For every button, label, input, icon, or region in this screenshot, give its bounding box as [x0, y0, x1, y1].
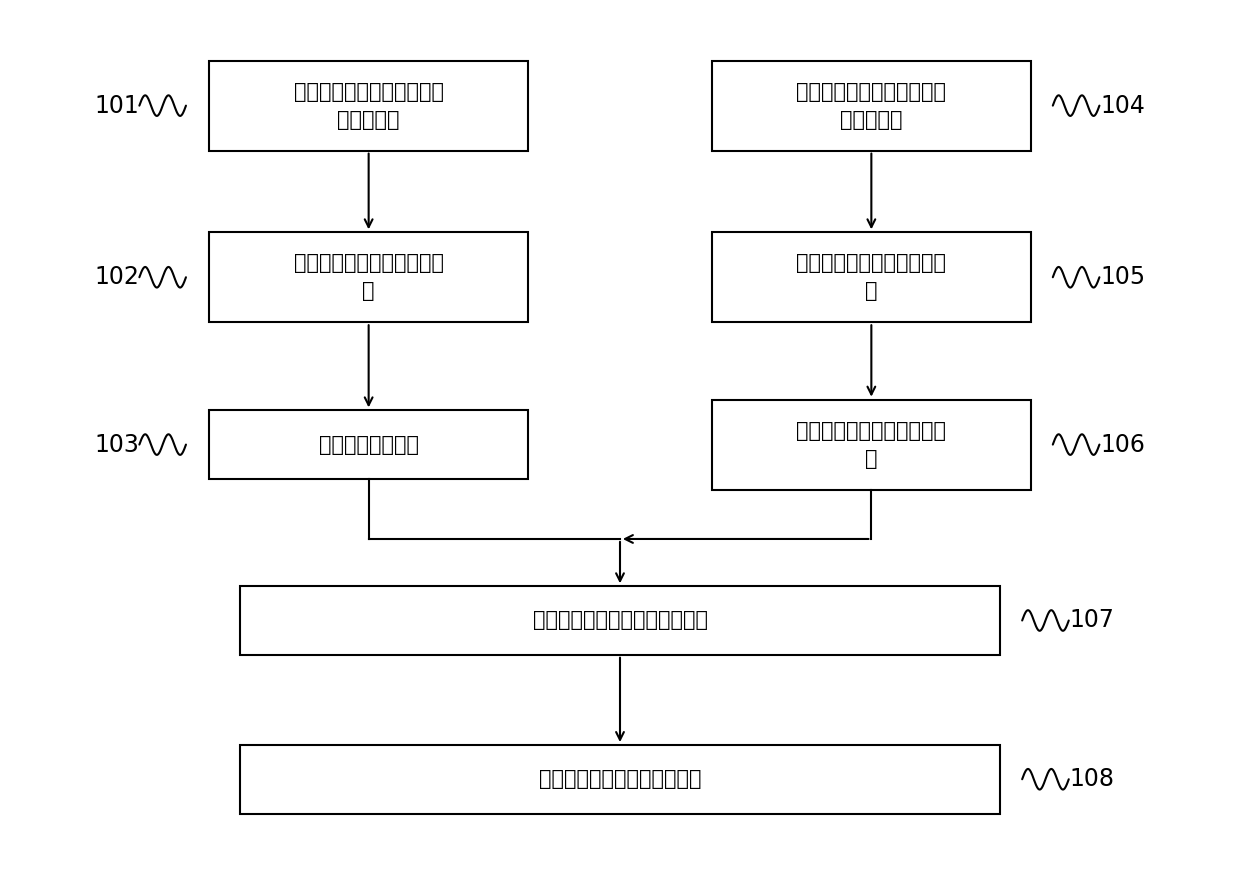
Text: 对键合后的芯片进行退火处理: 对键合后的芯片进行退火处理 — [538, 769, 702, 789]
Text: 103: 103 — [94, 433, 140, 457]
Text: 对顶部芯片上的铜进行化学
机械平坦化: 对顶部芯片上的铜进行化学 机械平坦化 — [294, 82, 444, 130]
Text: 平坦化后表面淀积一层氮化
硅: 平坦化后表面淀积一层氮化 硅 — [294, 253, 444, 301]
FancyBboxPatch shape — [210, 60, 528, 151]
FancyBboxPatch shape — [712, 60, 1030, 151]
Text: 108: 108 — [1070, 767, 1115, 791]
FancyBboxPatch shape — [712, 232, 1030, 323]
FancyBboxPatch shape — [239, 745, 1001, 814]
FancyBboxPatch shape — [210, 232, 528, 323]
Text: 101: 101 — [95, 93, 140, 118]
Text: 对底部芯片上的铜进行化学
机械平坦化: 对底部芯片上的铜进行化学 机械平坦化 — [796, 82, 946, 130]
Text: 对氮化硅进行刻蚀: 对氮化硅进行刻蚀 — [319, 434, 419, 454]
FancyBboxPatch shape — [712, 399, 1030, 490]
Text: 107: 107 — [1070, 609, 1115, 632]
Text: 105: 105 — [1100, 265, 1146, 290]
Text: 刻蚀底部芯片上的二氧化硅
进: 刻蚀底部芯片上的二氧化硅 进 — [796, 253, 946, 301]
FancyBboxPatch shape — [210, 410, 528, 479]
Text: 对刻蚀后的表变进行活化处
理: 对刻蚀后的表变进行活化处 理 — [796, 420, 946, 468]
Text: 102: 102 — [94, 265, 140, 290]
Text: 106: 106 — [1100, 433, 1146, 457]
Text: 将顶部芯片与底部芯片进行键合: 将顶部芯片与底部芯片进行键合 — [532, 610, 708, 630]
FancyBboxPatch shape — [239, 586, 1001, 655]
Text: 104: 104 — [1100, 93, 1146, 118]
